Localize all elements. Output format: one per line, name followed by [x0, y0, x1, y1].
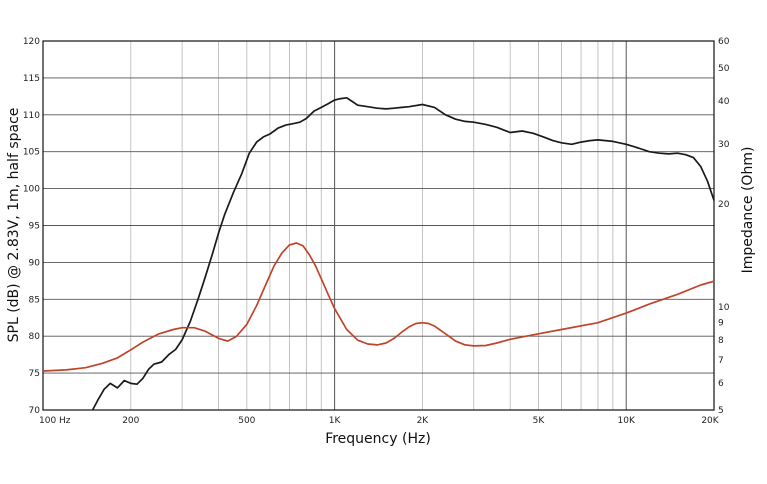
y-right-tick-label: 60 [718, 37, 730, 47]
y-right-tick-label: 5 [718, 406, 724, 416]
grid [43, 41, 714, 410]
y-left-tick-label: 90 [29, 258, 41, 268]
impedance-curve [42, 242, 715, 372]
x-tick-label: 20K [701, 416, 719, 426]
y-right-tick-labels: 5 6 7 8 9 10 20 30 40 50 60 [718, 37, 730, 416]
y-right-axis-title: Impedance (Ohm) [740, 147, 756, 274]
x-tick-labels: 100 Hz 200 500 1K 2K 5K 10K 20K [39, 416, 720, 426]
series-group [42, 96, 715, 411]
x-tick-label: 2K [417, 416, 430, 426]
y-left-tick-label: 120 [23, 37, 40, 47]
x-axis-title: Frequency (Hz) [325, 431, 431, 447]
y-right-tick-label: 40 [718, 97, 730, 107]
y-left-tick-label: 95 [29, 222, 40, 232]
y-right-tick-label: 6 [718, 379, 724, 389]
y-left-tick-label: 70 [29, 406, 41, 416]
plot-frame [42, 40, 715, 411]
x-tick-label: 5K [533, 416, 546, 426]
y-right-tick-label: 10 [718, 303, 730, 313]
y-left-tick-label: 105 [23, 148, 40, 158]
y-right-tick-label: 50 [718, 64, 730, 74]
y-right-tick-label: 8 [718, 336, 724, 346]
y-left-tick-label: 80 [29, 332, 41, 342]
y-left-tick-label: 75 [29, 369, 40, 379]
spl-curve [91, 96, 715, 411]
x-tick-label: 100 Hz [39, 416, 71, 426]
y-left-axis-title: SPL (dB) @ 2.83V, 1m, half space [6, 108, 22, 343]
y-left-tick-label: 85 [29, 295, 40, 305]
y-left-tick-label: 100 [23, 185, 40, 195]
y-right-tick-label: 30 [718, 140, 730, 150]
x-tick-label: 10K [618, 416, 636, 426]
y-left-tick-labels: 70 75 80 85 90 95 100 105 110 115 120 [23, 37, 40, 416]
y-right-tick-label: 20 [718, 200, 730, 210]
y-left-tick-label: 115 [23, 74, 40, 84]
x-tick-label: 500 [238, 416, 255, 426]
x-tick-label: 200 [122, 416, 139, 426]
y-right-tick-label: 7 [718, 356, 724, 366]
x-tick-label: 1K [329, 416, 342, 426]
y-left-tick-label: 110 [23, 111, 40, 121]
y-right-tick-label: 9 [718, 319, 724, 329]
